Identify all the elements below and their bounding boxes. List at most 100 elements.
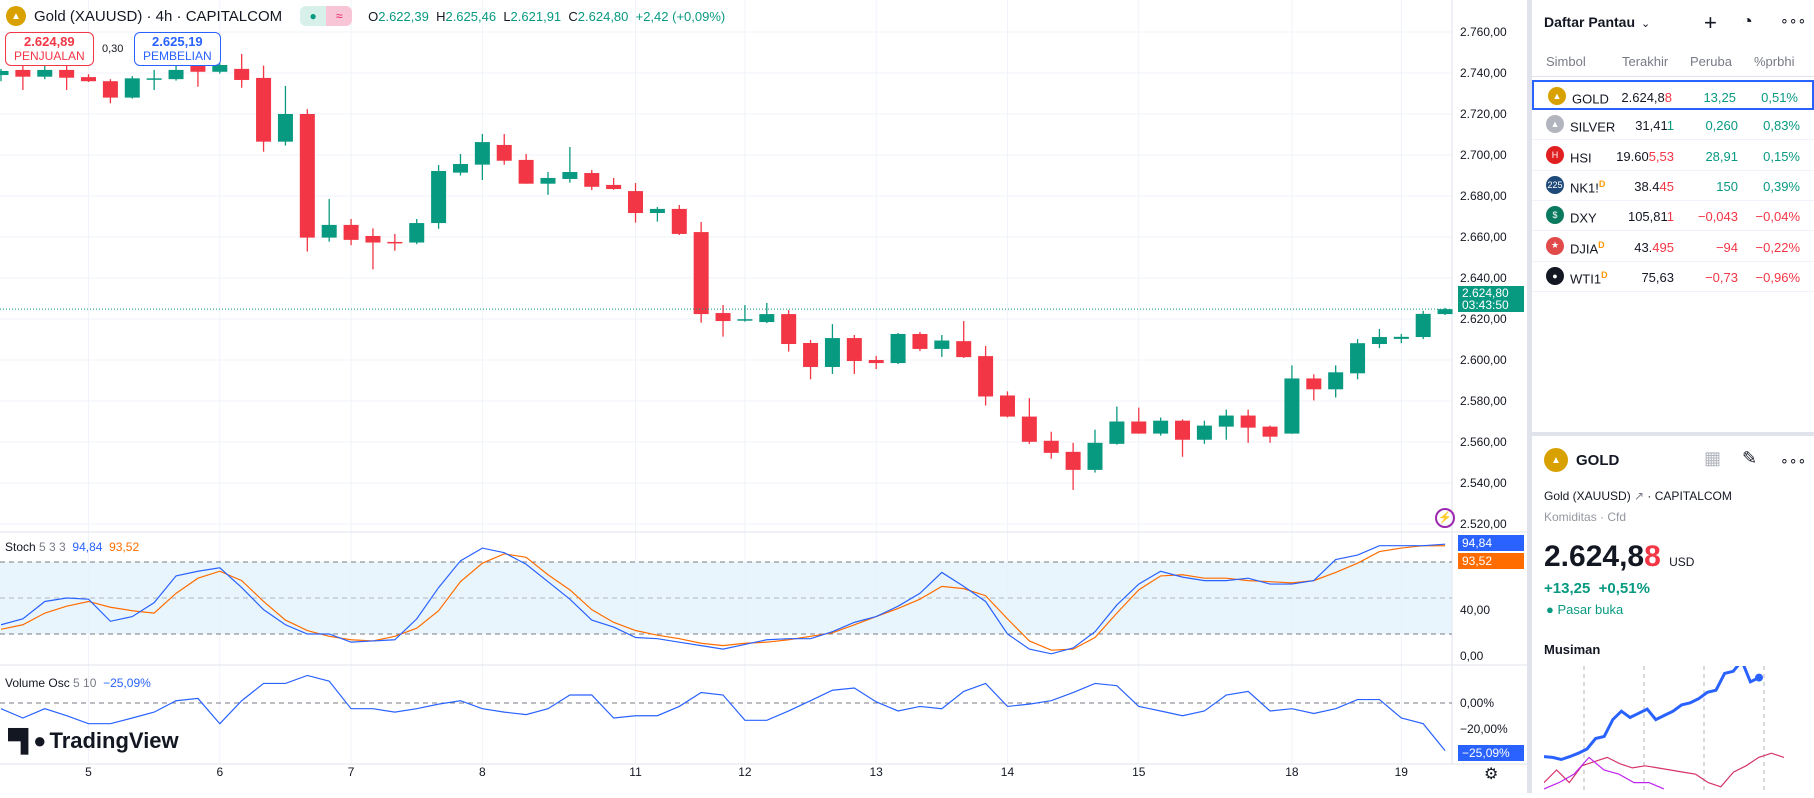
row-symbol: SILVER <box>1570 119 1616 135</box>
sell-button[interactable]: 2.624,89 PENJUALAN <box>5 32 94 66</box>
column-symbol[interactable]: Simbol <box>1546 54 1586 69</box>
chart-canvas[interactable] <box>0 0 1527 793</box>
column-last[interactable]: Terakhir <box>1622 54 1669 69</box>
row-last: 38.445 <box>1634 178 1674 194</box>
watchlist-row-hsi[interactable]: H HSI 19.605,53 28,91 0,15% <box>1532 141 1814 171</box>
spread-value: 0,30 <box>102 43 124 55</box>
price-tick-label: 2.660,00 <box>1460 230 1507 244</box>
tradingview-logo[interactable]: ▀▌● TradingView <box>8 728 179 753</box>
candle-body <box>978 356 994 397</box>
details-category: Komiditas · Cfd <box>1544 510 1627 524</box>
alert-lightning-icon[interactable]: ⚡ <box>1435 508 1455 528</box>
details-change: +13,25 +0,51% <box>1544 580 1650 597</box>
row-symbol: DXY <box>1570 210 1597 226</box>
candle <box>81 74 97 83</box>
watchlist-row-djia[interactable]: ★ DJIAD 43.495 −94 −0,22% <box>1532 232 1814 262</box>
right-panel: Daftar Pantau ⌄ + ◔ ∘∘∘ Simbol Terakhir P… <box>1532 0 1814 793</box>
watchlist-row-nk1[interactable]: 225 NK1!D 38.445 150 0,39% <box>1532 171 1814 201</box>
time-tick-label: 15 <box>1132 765 1146 779</box>
add-symbol-plus-icon[interactable]: + <box>1704 10 1717 35</box>
column-change[interactable]: Peruba <box>1690 54 1732 69</box>
time-tick-label: 13 <box>869 765 883 779</box>
price-tick-label: 2.600,00 <box>1460 353 1507 367</box>
candle <box>59 64 75 91</box>
time-tick-label: 19 <box>1394 765 1408 779</box>
edit-note-icon[interactable]: ✎ <box>1742 448 1758 468</box>
candle <box>387 233 403 251</box>
candle-body <box>912 333 928 349</box>
stoch-d-line <box>0 545 1446 651</box>
more-dots-icon[interactable]: ∘∘∘ <box>1780 452 1807 468</box>
candle-body <box>1218 415 1234 427</box>
price-tick-label: 2.720,00 <box>1460 107 1507 121</box>
watchlist-row-wti1[interactable]: ● WTI1D 75,63 −0,73 −0,96% <box>1532 262 1814 292</box>
tv-logo-icon: ▀▌● <box>8 728 47 753</box>
volosc-legend[interactable]: Volume Osc 5 10 −25,09% <box>5 676 151 690</box>
candle <box>168 64 184 81</box>
stoch-k-line <box>0 543 1446 655</box>
price-tick-label: 2.740,00 <box>1460 66 1507 80</box>
last-price-badge: 2.624,80 03:43:50 <box>1458 286 1524 312</box>
header-divider <box>1532 76 1814 77</box>
panel-section-divider[interactable] <box>1532 432 1814 436</box>
candle-body <box>1328 372 1344 390</box>
pie-chart-icon[interactable]: ◔ <box>1742 11 1753 31</box>
candle <box>474 134 490 181</box>
candle <box>37 64 53 80</box>
row-change: 150 <box>1716 178 1738 194</box>
candle <box>671 205 687 235</box>
candle-body <box>146 78 162 80</box>
candle-body <box>518 159 534 184</box>
candle <box>1131 407 1147 434</box>
candle-body <box>1262 426 1278 437</box>
candle <box>496 134 512 165</box>
candle-body <box>715 313 731 322</box>
row-last: 31,411 <box>1635 118 1674 134</box>
time-tick-label: 8 <box>479 765 486 779</box>
price-tick-label: 2.520,00 <box>1460 517 1507 531</box>
external-link-icon[interactable]: ↗ <box>1634 489 1645 503</box>
candle <box>1262 425 1278 443</box>
seasonal-current-point <box>1755 673 1763 682</box>
panel-divider[interactable] <box>1527 0 1532 793</box>
candle-body <box>1021 416 1037 442</box>
volosc-badge: −25,09% <box>1458 745 1524 761</box>
volosc-axis-label: −20,00% <box>1460 722 1508 736</box>
column-change-pct[interactable]: %prbhi <box>1754 54 1795 69</box>
layout-grid-icon[interactable]: ▦ <box>1704 448 1722 468</box>
watchlist-title[interactable]: Daftar Pantau ⌄ <box>1544 14 1651 30</box>
row-change: 13,25 <box>1703 90 1736 105</box>
more-dots-icon[interactable]: ∘∘∘ <box>1780 12 1807 28</box>
watchlist-row-gold[interactable]: ▲ GOLD 2.624,88 13,25 0,51% <box>1532 80 1814 110</box>
price-tick-label: 2.620,00 <box>1460 312 1507 326</box>
stoch-legend[interactable]: Stoch 5 3 3 94,84 93,52 <box>5 540 140 554</box>
candle-body <box>868 360 884 364</box>
candle-body <box>277 114 293 142</box>
candle <box>1218 409 1234 440</box>
settings-gear-icon[interactable]: ⚙ <box>1484 766 1499 783</box>
candle <box>277 85 293 146</box>
candle-body <box>999 395 1015 417</box>
candle <box>1284 365 1300 434</box>
candle-body <box>81 77 97 82</box>
candle-body <box>59 69 75 78</box>
candle-body <box>1109 421 1125 444</box>
market-status[interactable]: ● ≈ <box>300 6 353 26</box>
row-last: 75,63 <box>1641 269 1674 285</box>
candle <box>606 177 622 190</box>
seasonal-chart[interactable] <box>1544 666 1804 793</box>
candle <box>321 199 337 242</box>
watchlist-row-silver[interactable]: ▲ SILVER 31,411 0,260 0,83% <box>1532 110 1814 141</box>
candle-body <box>890 333 906 364</box>
chart-area[interactable]: ▲ Gold (XAUUSD) · 4h · CAPITALCOM ● ≈ O2.… <box>0 0 1527 793</box>
symbol-title[interactable]: Gold (XAUUSD) · 4h · CAPITALCOM <box>34 7 283 25</box>
stoch-axis-label: 40,00 <box>1460 603 1491 617</box>
candle-body <box>1065 451 1081 470</box>
symbol-name-link[interactable]: Gold (XAUUSD) <box>1544 489 1631 503</box>
buy-button[interactable]: 2.625,19 PEMBELIAN <box>134 32 221 66</box>
delayed-icon: ≈ <box>326 6 353 26</box>
candle-body <box>409 223 425 243</box>
price-tick-label: 2.540,00 <box>1460 476 1507 490</box>
row-change: −0,043 <box>1697 209 1738 225</box>
watchlist-row-dxy[interactable]: $ DXY 105,811 −0,043 −0,04% <box>1532 201 1814 232</box>
